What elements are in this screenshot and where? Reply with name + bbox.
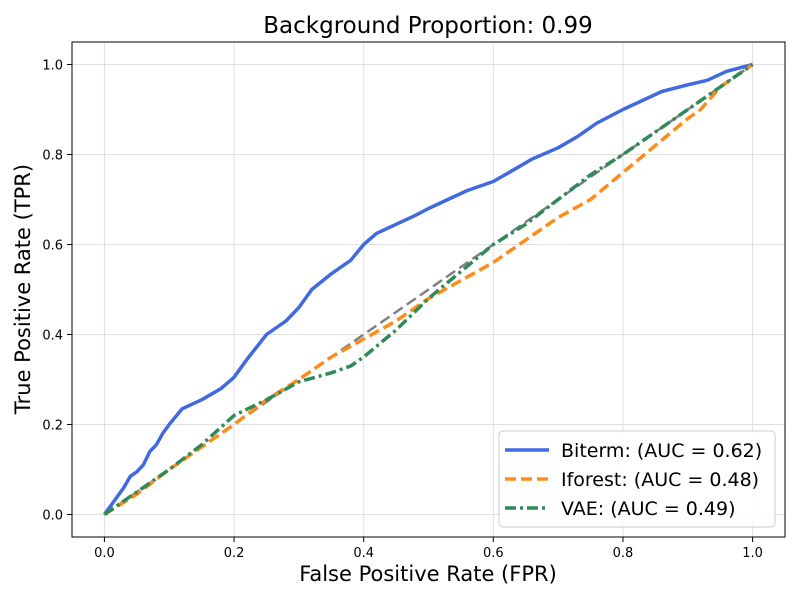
legend-label-biterm: Biterm: (AUC = 0.62) (561, 440, 762, 462)
legend-label-iforest: Iforest: (AUC = 0.48) (561, 469, 759, 491)
y-tick-label: 0.2 (42, 419, 63, 434)
y-tick-label: 0.0 (42, 509, 63, 524)
series-line-iforest (103, 63, 754, 516)
y-tick-label: 0.6 (42, 239, 63, 254)
series-line-biterm (102, 62, 754, 516)
y-tick-label: 1.0 (42, 59, 63, 74)
x-tick-label: 1.0 (742, 546, 763, 561)
plot-frame (71, 41, 786, 538)
grid-lines (72, 42, 785, 537)
x-tick-label: 0.2 (224, 546, 245, 561)
x-tick-label: 0.8 (613, 546, 634, 561)
x-axis-title: False Positive Rate (FPR) (299, 562, 557, 586)
x-tick-label: 0.6 (483, 546, 504, 561)
y-tick-label: 0.8 (42, 149, 63, 164)
y-tick-label: 0.4 (42, 329, 63, 344)
series-line-vae (103, 63, 754, 516)
series-lines (102, 62, 754, 516)
legend-box (498, 430, 776, 528)
axis-ticks: 0.0 0.2 0.4 0.6 0.8 1.0 0.0 0.2 0.4 0.6 0.8 1.0 (42, 59, 763, 562)
x-tick-label: 0.4 (353, 546, 374, 561)
legend-label-vae: VAE: (AUC = 0.49) (561, 498, 736, 520)
x-tick-label: 0.0 (94, 546, 115, 561)
y-axis-title: True Positive Rate (TPR) (11, 164, 35, 415)
chart-title: Background Proportion: 0.99 (263, 13, 592, 39)
legend: Biterm: (AUC = 0.62) Iforest: (AUC = 0.4… (498, 430, 776, 528)
